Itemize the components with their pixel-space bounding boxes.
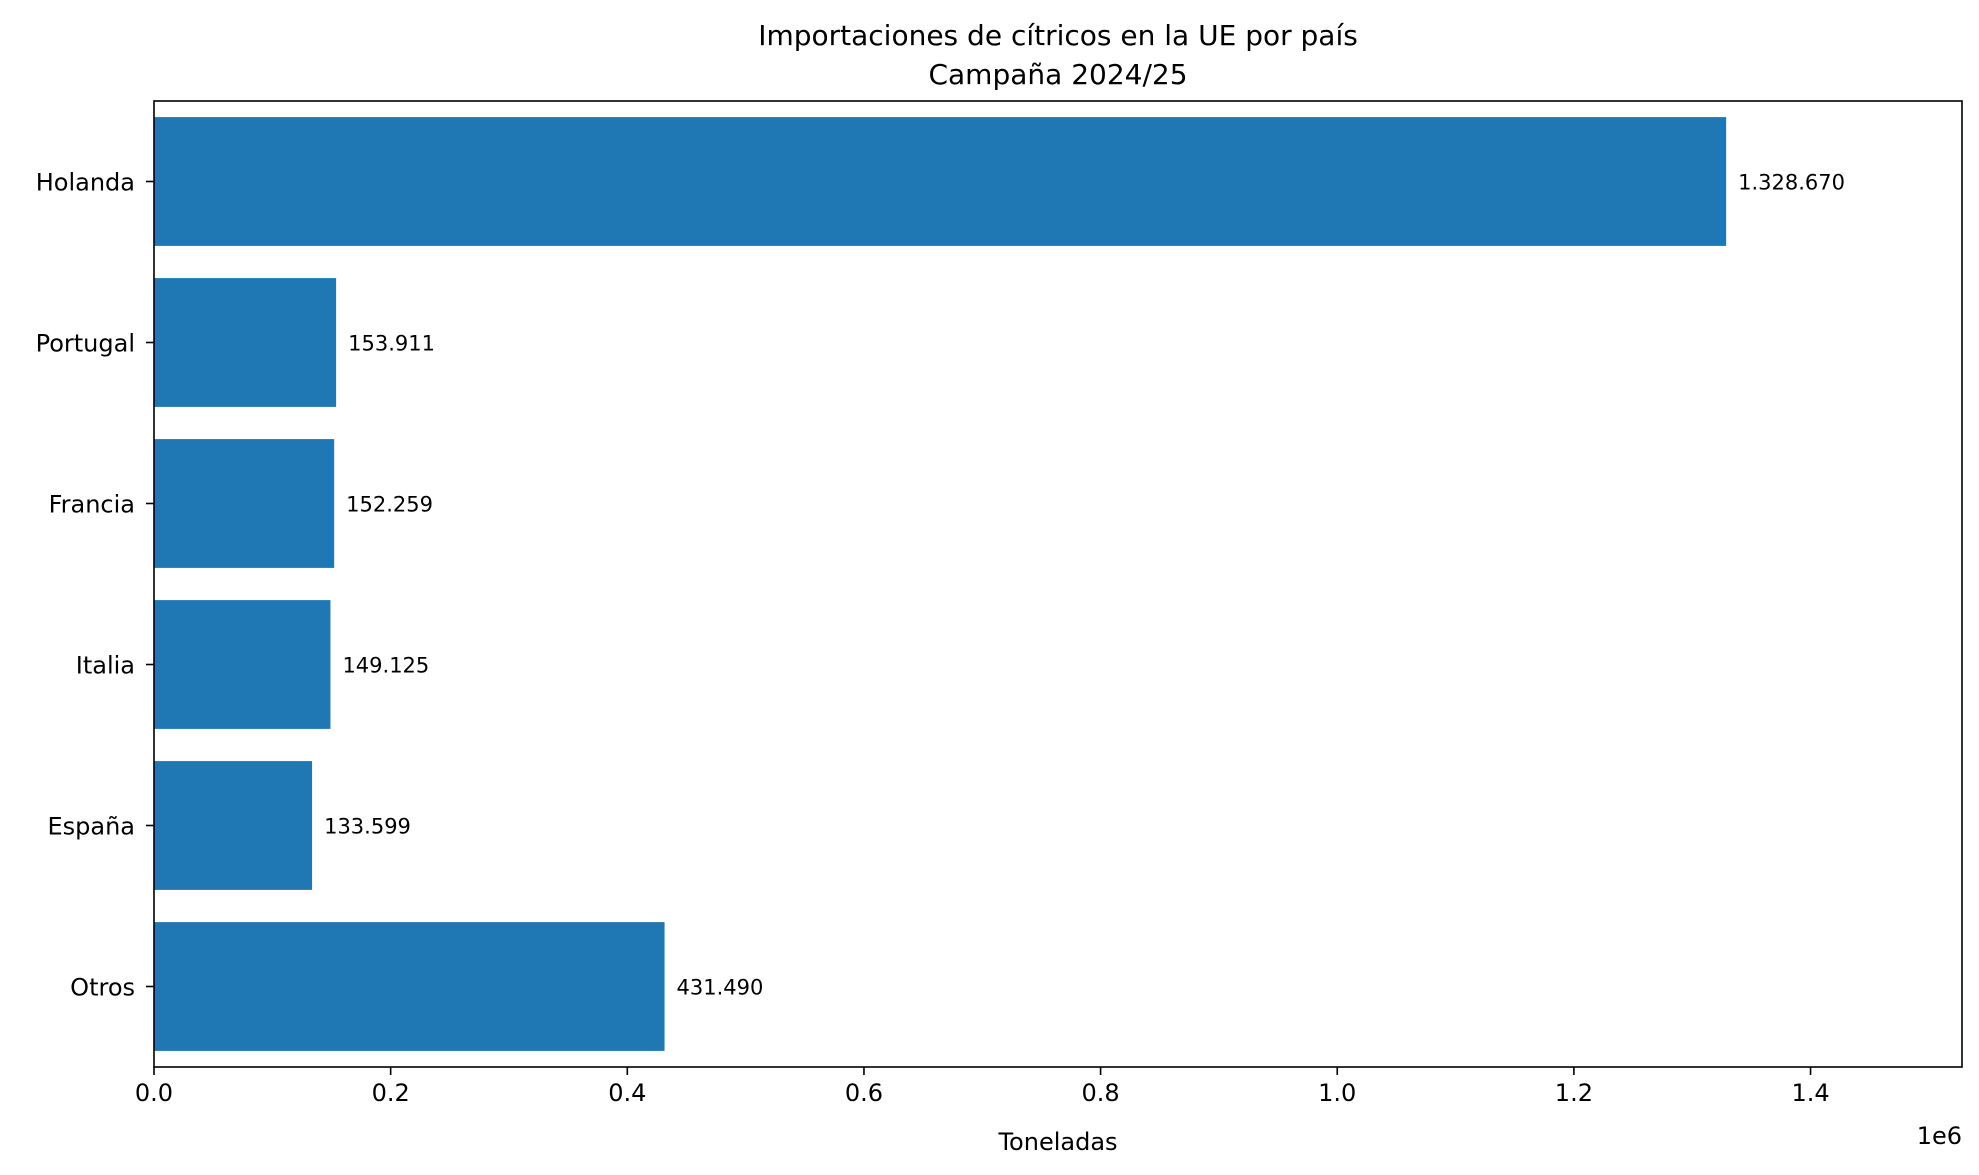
plot-frame [153, 100, 1963, 1068]
bar-value-label: 153.911 [348, 332, 435, 356]
x-axis: 0.0 0.2 0.4 0.6 0.8 1.0 1.2 1.4 [135, 1067, 1830, 1107]
value-labels-group: 1.328.670 153.911 152.259 149.125 133.599 431… [324, 171, 1845, 1000]
x-axis-label: Toneladas [997, 1128, 1117, 1156]
bar-otros [154, 922, 665, 1051]
bars-group [154, 117, 1727, 1051]
x-tick-label: 1.2 [1555, 1079, 1593, 1107]
y-tick-label: Italia [76, 652, 135, 680]
bar-value-label: 152.259 [346, 493, 433, 517]
y-axis: Holanda Portugal Francia Italia España Otros [36, 169, 154, 1002]
x-tick-label: 0.8 [1082, 1079, 1120, 1107]
y-tick-label: Holanda [36, 169, 135, 197]
x-tick-label: 1.4 [1791, 1079, 1829, 1107]
x-tick-label: 0.6 [845, 1079, 883, 1107]
y-tick-label: Francia [49, 491, 135, 519]
bar-holanda [154, 117, 1727, 246]
bar-francia [154, 439, 335, 568]
x-tick-label: 1.0 [1318, 1079, 1356, 1107]
x-axis-offset-label: 1e6 [1917, 1122, 1962, 1150]
y-tick-label: España [47, 813, 135, 841]
x-tick-label: 0.0 [135, 1079, 173, 1107]
x-tick-label: 0.4 [608, 1079, 646, 1107]
chart-title: Importaciones de cítricos en la UE por p… [758, 19, 1358, 52]
chart-subtitle: Campaña 2024/25 [928, 58, 1187, 91]
bar-portugal [154, 278, 337, 407]
bar-italia [154, 600, 331, 729]
bar-value-label: 133.599 [324, 815, 411, 839]
bar-españa [154, 761, 313, 890]
bar-value-label: 1.328.670 [1738, 171, 1845, 195]
y-tick-label: Portugal [36, 330, 135, 358]
x-tick-label: 0.2 [372, 1079, 410, 1107]
bar-value-label: 431.490 [677, 976, 764, 1000]
y-tick-label: Otros [70, 974, 135, 1002]
bar-value-label: 149.125 [342, 654, 429, 678]
